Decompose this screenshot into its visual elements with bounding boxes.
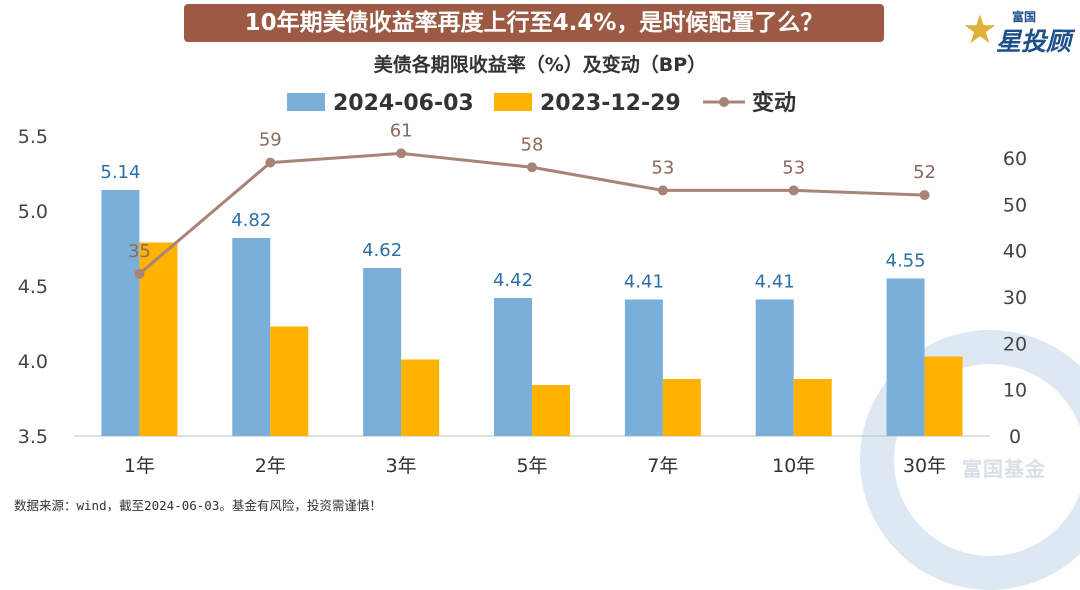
chart-title: 美债各期限收益率（%）及变动（BP） — [373, 54, 707, 76]
change-point — [396, 148, 407, 159]
bar-2023-12-29 — [401, 359, 440, 436]
bar-2023-12-29 — [924, 356, 963, 436]
change-point — [265, 157, 276, 168]
change-point — [657, 185, 668, 196]
change-point — [134, 268, 145, 279]
legend-swatch-2024-06-03 — [287, 93, 325, 111]
bar-data-label: 4.41 — [755, 272, 795, 293]
bar-2023-12-29 — [793, 379, 832, 436]
x-axis-category-label: 30年 — [903, 455, 946, 477]
right-axis-tick-label: 0 — [1009, 426, 1021, 448]
legend-label-2024-06-03: 2024-06-03 — [333, 91, 474, 116]
change-point — [919, 190, 930, 201]
legend-swatch-2023-12-29 — [494, 93, 532, 111]
left-axis-tick-label: 4.5 — [18, 276, 48, 298]
bar-data-label: 5.14 — [100, 162, 140, 183]
bar-2024-06-03 — [494, 298, 532, 436]
brand-logo: ★ 富国 星投顾 — [962, 6, 1072, 56]
left-axis-tick-label: 4.0 — [18, 351, 48, 373]
source-note: 数据来源：wind，截至2024-06-03。基金有风险，投资需谨慎！ — [14, 498, 382, 513]
legend-marker-change — [719, 97, 729, 107]
bar-2024-06-03 — [101, 190, 140, 436]
x-axis-category-label: 2年 — [255, 455, 286, 477]
chart-banner-title: 10年期美债收益率再度上行至4.4%，是时候配置了么？ — [184, 4, 884, 42]
change-data-label: 58 — [521, 134, 544, 155]
bar-data-label: 4.55 — [886, 251, 926, 272]
legend-label-2023-12-29: 2023-12-29 — [540, 91, 681, 116]
x-axis-category-label: 10年 — [772, 455, 815, 477]
bar-data-label: 4.62 — [362, 240, 402, 261]
change-data-label: 61 — [390, 120, 413, 141]
bar-2024-06-03 — [886, 278, 925, 436]
bar-data-label: 4.41 — [624, 272, 664, 293]
left-axis-tick-label: 5.0 — [18, 201, 48, 223]
change-data-label: 52 — [913, 162, 936, 183]
right-axis-tick-label: 60 — [1003, 148, 1027, 170]
x-axis-category-label: 5年 — [516, 455, 547, 477]
change-data-label: 59 — [259, 130, 282, 151]
x-axis-category-label: 7年 — [647, 455, 678, 477]
right-axis-tick-label: 20 — [1003, 333, 1027, 355]
logo-line2: 星投顾 — [996, 27, 1072, 56]
bar-data-label: 4.82 — [231, 210, 271, 231]
change-point — [788, 185, 799, 196]
bar-2023-12-29 — [270, 326, 309, 436]
bar-line-chart: 3.5 4.0 4.5 5.0 5.5 0 10 20 30 40 50 60 5.14 1年 4.82 2年… — [18, 90, 1027, 477]
change-data-label: 53 — [782, 157, 805, 178]
change-point — [527, 162, 537, 173]
bar-2024-06-03 — [624, 299, 663, 436]
x-axis-category-label: 3年 — [386, 455, 417, 477]
right-axis-tick-label: 50 — [1003, 194, 1027, 216]
star-icon: ★ — [962, 7, 998, 53]
left-axis-tick-label: 5.5 — [18, 126, 48, 148]
logo-line1: 富国 — [1012, 10, 1037, 24]
x-axis-category-label: 1年 — [124, 455, 155, 477]
change-data-label: 53 — [651, 157, 674, 178]
right-axis-tick-label: 30 — [1003, 287, 1027, 309]
bar-2023-12-29 — [662, 379, 701, 436]
bar-data-label: 4.42 — [493, 270, 533, 291]
right-axis-tick-label: 10 — [1003, 380, 1027, 402]
bar-2024-06-03 — [363, 268, 402, 436]
bar-2023-12-29 — [139, 242, 178, 436]
right-axis-tick-label: 40 — [1003, 241, 1027, 263]
watermark-text: 富国基金 — [962, 457, 1046, 481]
change-data-label: 35 — [128, 241, 151, 262]
bar-2023-12-29 — [532, 385, 570, 436]
bar-2024-06-03 — [232, 238, 271, 436]
legend-label-change: 变动 — [752, 90, 796, 116]
left-axis-tick-label: 3.5 — [18, 426, 48, 448]
bar-2024-06-03 — [755, 299, 794, 436]
